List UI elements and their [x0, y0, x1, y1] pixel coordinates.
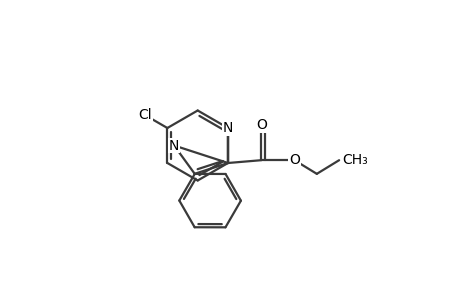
- Text: N: N: [222, 121, 233, 135]
- Text: Cl: Cl: [139, 108, 152, 122]
- Text: CH₃: CH₃: [341, 153, 367, 167]
- Text: N: N: [168, 139, 179, 152]
- Text: O: O: [288, 153, 299, 167]
- Text: O: O: [255, 118, 266, 132]
